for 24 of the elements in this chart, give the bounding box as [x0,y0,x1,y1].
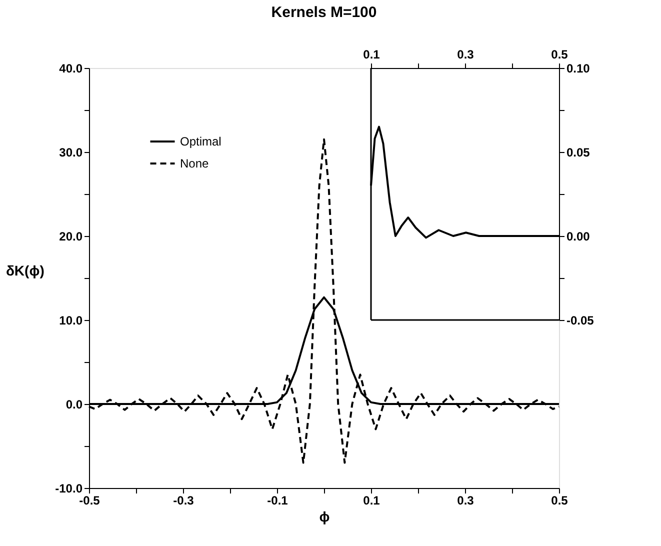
x-tick-label: 0.1 [363,48,380,62]
x-axis-title: ϕ [319,508,330,524]
y-tick-label: 0.00 [566,230,590,244]
x-tick-label: 0.3 [457,494,474,508]
y-tick-label: -0.05 [566,314,594,328]
chart-title: Kernels M=100 [271,4,377,21]
x-tick-label: -0.1 [267,494,288,508]
y-tick-label: 40.0 [59,62,83,76]
y-axis-title: δK(ϕ) [6,262,44,278]
y-tick-label: 30.0 [59,146,83,160]
x-tick-label: -0.5 [79,494,100,508]
y-tick-label: 10.0 [59,314,83,328]
x-tick-label: 0.1 [363,494,380,508]
x-tick-label: 0.3 [457,48,474,62]
x-tick-label: 0.5 [551,494,568,508]
legend-label: Optimal [180,134,222,148]
x-tick-label: 0.5 [551,48,568,62]
y-tick-label: 0.05 [566,146,590,160]
y-tick-label: 0.10 [566,62,590,76]
y-tick-label: 0.0 [66,398,83,412]
y-tick-label: 20.0 [59,230,83,244]
legend-label: None [180,156,210,170]
x-tick-label: -0.3 [173,494,194,508]
y-tick-label: -10.0 [55,482,83,496]
